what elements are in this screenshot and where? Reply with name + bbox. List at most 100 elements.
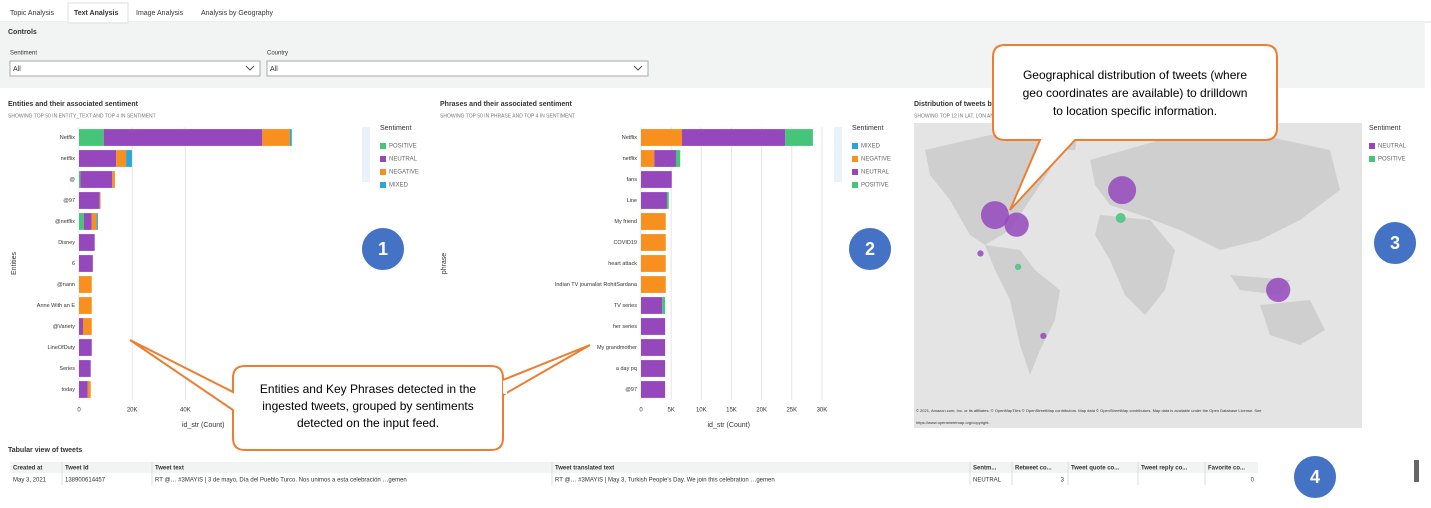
badge-label: 1 [378,239,388,259]
table-header-cell: Favorite co... [1208,466,1245,472]
bar-segment [666,192,669,209]
dropdown-value: All [270,66,278,73]
callout-text: Geographical distribution of tweets (whe… [1023,68,1248,118]
bar-segment [96,213,98,230]
tab-active[interactable] [67,2,129,24]
y-tick-label: Netflix [622,135,638,141]
bar-segment [79,171,81,188]
bar-segment [82,318,92,335]
x-tick-label: 40K [180,408,191,414]
bar-segment [79,213,84,230]
dropdown[interactable] [266,60,649,77]
legend-swatch [852,143,858,149]
table-header-cell: Retweet co... [1015,466,1052,472]
bar-segment [79,234,95,251]
map-bubble [1004,212,1029,237]
map-bubble [977,250,984,257]
legend-swatch [1369,143,1375,149]
legend-swatch [380,143,386,149]
legend-title: Sentiment [1369,125,1401,132]
table-header-cell: Tweet Id [65,466,89,472]
bar-segment [99,192,101,209]
bar-segment [641,318,666,335]
bar-segment [79,339,92,356]
badge-label: 3 [1390,233,1400,253]
bar-segment [641,360,666,377]
legend-label: POSITIVE [1378,157,1406,163]
bar-segment [80,171,113,188]
bar-segment [91,213,97,230]
bar-segment [112,171,115,188]
legend-swatch [380,169,386,175]
bar-segment [641,255,666,272]
bar-segment [641,234,666,251]
bar-segment [641,276,666,293]
table-cell: May 3, 2021 [13,478,47,484]
bar-segment [103,129,263,146]
bar-segment [116,150,127,167]
bar-segment [641,129,683,146]
x-tick-label: 10K [696,408,707,414]
bar-segment [79,150,117,167]
badge [360,226,406,272]
table-cell: RT @… #3MAYIS | 3 de mayo, Día del Puebl… [155,478,407,484]
table-cell: 3 [1061,478,1065,484]
bar-segment [79,276,92,293]
legend-title: Sentiment [852,125,884,132]
chart-title: Distribution of tweets by location [914,101,1024,108]
y-tick-label: @netflix [55,219,75,225]
y-axis-label: Entities [11,252,18,275]
dropdown[interactable] [9,60,261,77]
map-bubble [1108,176,1137,205]
table-header-cell: Created at [13,466,42,472]
tab[interactable]: Text Analysis [74,10,118,17]
y-tick-label: Indian TV journalist RohitSardana [555,282,638,288]
map-attribution: © 2021, Amazon.com, Inc. or its affiliat… [916,408,1262,413]
legend-swatch [852,182,858,188]
bar-segment [662,297,666,314]
bar-segment [675,150,681,167]
map-bubble [1266,277,1291,303]
legend-scroll [362,127,370,182]
badge-label: 4 [1310,467,1320,487]
y-tick-label: @Variety [53,324,76,330]
filter-label: Country [267,51,288,57]
bar-segment [262,129,290,146]
map-base [914,123,1362,428]
bar-segment [641,213,666,230]
legend-scroll [834,127,842,182]
table-header-cell: Tweet reply co... [1141,466,1188,472]
y-tick-label: Netflix [60,135,76,141]
y-tick-label: @nann [57,282,75,288]
tab[interactable]: Image Analysis [136,10,184,17]
tab[interactable]: Analysis by Geography [201,10,273,17]
y-tick-label: @ [69,177,75,183]
map-bubble [1115,213,1126,223]
table-header-cell: Tweet translated text [555,466,614,472]
scrollbar[interactable] [1414,460,1419,482]
y-tick-label: fans [627,177,638,183]
legend-swatch [380,156,386,162]
table-cell: 0 [1251,478,1255,484]
tab[interactable]: Topic Analysis [10,10,54,17]
y-tick-label: COVID19 [613,240,637,246]
x-tick-label: 30K [817,408,828,414]
y-tick-label: netflix [61,156,76,162]
x-axis-label: id_str (Count) [708,422,750,429]
y-tick-label: My grandmother [597,345,637,351]
dropdown-arrow [633,65,643,71]
table-header-cell: Tweet text [155,466,184,472]
chart-subtitle: SHOWING TOP 50 IN PHRASE AND TOP 4 IN SE… [440,113,575,119]
badge [847,226,893,272]
callout-pointer [502,344,591,396]
bar-segment [79,318,83,335]
x-tick-label: 20K [756,408,767,414]
legend-swatch [852,169,858,175]
legend-label: NEUTRAL [1378,144,1407,150]
bar-segment [83,213,92,230]
y-tick-label: netflix [623,156,638,162]
callout-text: Entities and Key Phrases detected in the… [260,382,476,430]
bar-segment [641,297,663,314]
